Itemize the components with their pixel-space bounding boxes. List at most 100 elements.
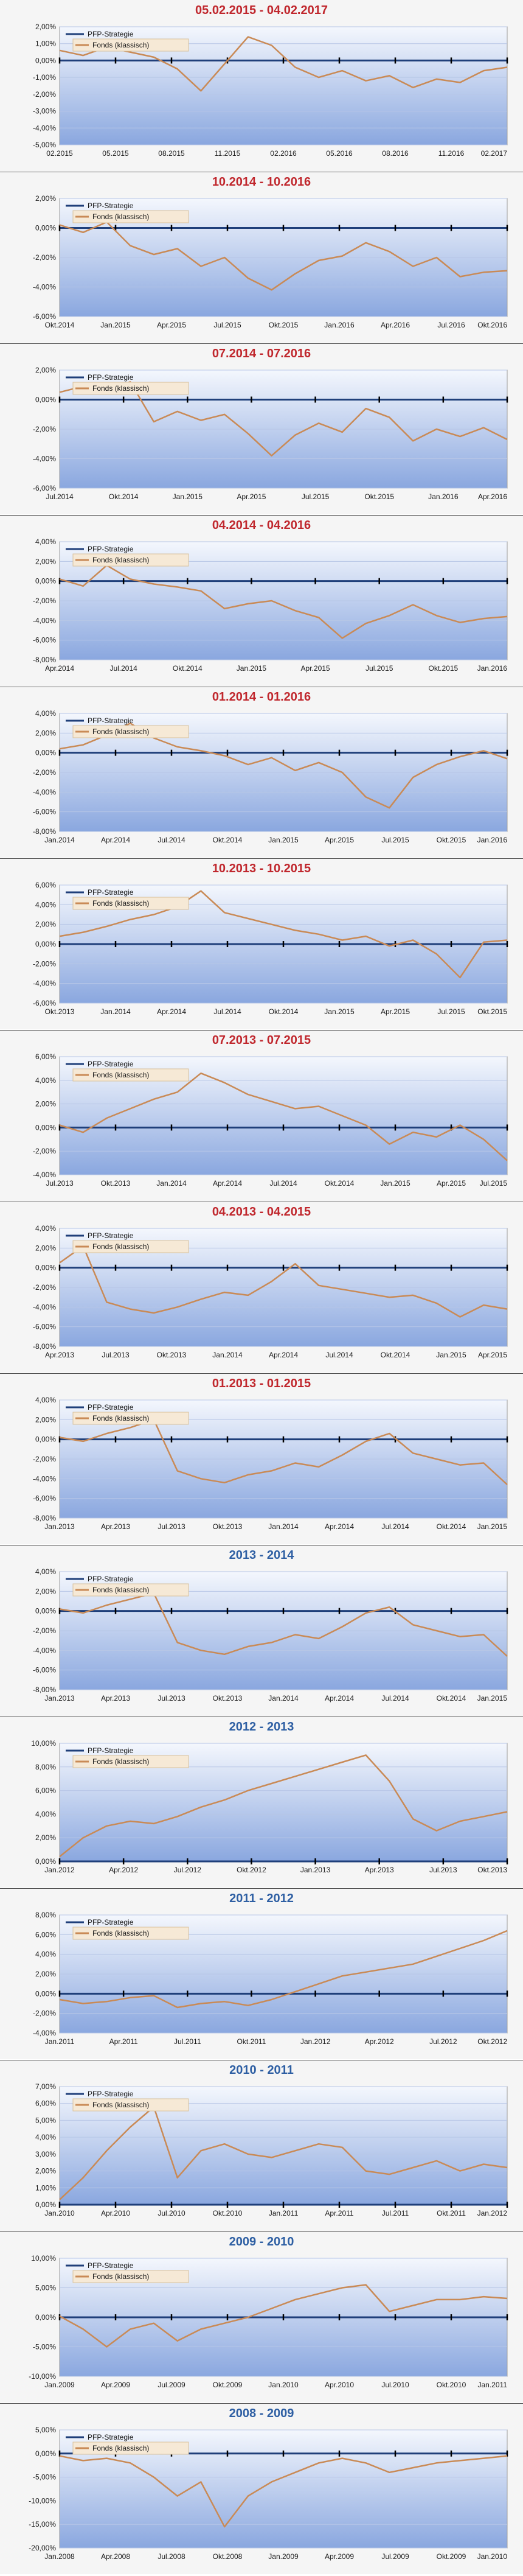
y-tick-label: 4,00% xyxy=(35,1076,56,1085)
x-tick-label: Jul.2015 xyxy=(480,1179,508,1188)
chart-title: 04.2013 - 04.2015 xyxy=(212,1205,311,1219)
legend-label-fund: Fonds (klassisch) xyxy=(92,1586,149,1594)
legend-box-fund xyxy=(72,1755,189,1768)
x-tick-label: Okt.2012 xyxy=(477,2037,507,2046)
x-tick-label: Okt.2014 xyxy=(173,664,203,673)
y-tick-label: -4,00% xyxy=(33,1646,56,1654)
y-tick-label: -2,00% xyxy=(33,2009,56,2018)
x-tick-label: 05.2015 xyxy=(102,149,129,158)
x-tick-label: Jul.2015 xyxy=(365,664,393,673)
x-tick-label: Jan.2011 xyxy=(478,2381,508,2389)
x-tick-label: Okt.2012 xyxy=(237,1866,266,1874)
legend-label-strategy: PFP-Strategie xyxy=(88,30,134,38)
series-line-fund xyxy=(59,1245,508,1318)
x-tick-label: Jan.2008 xyxy=(44,2552,75,2561)
x-tick-label: Apr.2015 xyxy=(381,1007,410,1016)
legend-label-strategy: PFP-Strategie xyxy=(88,1403,134,1412)
x-tick-label: Apr.2014 xyxy=(45,664,74,673)
x-tick-label: Jul.2013 xyxy=(46,1179,74,1188)
y-tick-label: 0,00% xyxy=(35,1607,56,1615)
y-tick-label: 4,00% xyxy=(35,2133,56,2141)
legend-label-strategy: PFP-Strategie xyxy=(88,1918,134,1927)
line-chart: 4,00%2,00%0,00%-2,00%-4,00%-6,00%-8,00%J… xyxy=(33,710,508,844)
chart-panel: 2012 - 2013 10,00% 8,00% 6,00% 4,00% 2,00% 0,0… xyxy=(0,1717,523,1888)
y-tick-label: -6,00% xyxy=(33,999,56,1007)
x-tick-label: Okt.2014 xyxy=(325,1179,355,1188)
chart-title: 01.2014 - 01.2016 xyxy=(212,690,311,704)
y-tick-label: 4,00% xyxy=(35,1396,56,1404)
y-tick-label: -4,00% xyxy=(33,283,56,292)
x-tick-label: Okt.2014 xyxy=(381,1351,410,1359)
x-tick-label: Jul.2015 xyxy=(437,1007,465,1016)
y-tick-label: -15,00% xyxy=(29,2520,56,2529)
chart-panel: 01.2014 - 01.2016 4,00% 2,00% 0,00% -2,00% -4… xyxy=(0,687,523,858)
x-tick-label: Okt.2014 xyxy=(213,836,243,844)
x-tick-label: Jul.2014 xyxy=(158,836,185,844)
chart-legend: PFP-Strategie Fonds (klassisch) xyxy=(66,373,189,395)
y-tick-label: -8,00% xyxy=(33,1342,56,1351)
legend-label-fund: Fonds (klassisch) xyxy=(92,212,149,221)
legend-label-fund: Fonds (klassisch) xyxy=(92,899,149,908)
x-tick-label: Apr.2009 xyxy=(325,2552,354,2561)
y-tick-label: -2,00% xyxy=(33,1455,56,1463)
x-tick-label: Jul.2013 xyxy=(102,1351,130,1359)
y-tick-label: -3,00% xyxy=(33,107,56,116)
line-chart: 4,00%2,00%0,00%-2,00%-4,00%-6,00%-8,00%A… xyxy=(33,1225,508,1359)
chart-legend: PFP-Strategie Fonds (klassisch) xyxy=(66,545,189,567)
chart-title: 2010 - 2011 xyxy=(229,2063,294,2077)
series-line-fund xyxy=(59,2106,508,2200)
y-tick-label: 4,00% xyxy=(35,538,56,546)
y-tick-label: -4,00% xyxy=(33,1474,56,1483)
chart-legend: PFP-Strategie Fonds (klassisch) xyxy=(66,716,189,738)
x-tick-label: Apr.2015 xyxy=(237,492,266,501)
x-tick-label: Okt.2011 xyxy=(237,2037,266,2046)
y-tick-label: 3,00% xyxy=(35,2150,56,2158)
line-chart: 7,00% 6,00% 5,00% 4,00% 3,00% 2,00% 1,00% 0,00%… xyxy=(35,2083,508,2217)
chart-panel: 07.2014 - 07.2016 2,00% 0,00% -2,00% -4,00% -… xyxy=(0,343,523,514)
x-tick-label: Jul.2015 xyxy=(302,492,330,501)
legend-label-fund: Fonds (klassisch) xyxy=(92,1757,149,1766)
legend-label-strategy: PFP-Strategie xyxy=(88,716,134,725)
y-tick-label: 4,00% xyxy=(35,1568,56,1576)
x-tick-label: Jan.2016 xyxy=(428,492,459,501)
legend-label-strategy: PFP-Strategie xyxy=(88,373,134,382)
x-tick-label: Jan.2009 xyxy=(44,2381,75,2389)
y-tick-label: -8,00% xyxy=(33,827,56,836)
y-tick-label: 6,00% xyxy=(35,1787,56,1795)
y-tick-label: 0,00% xyxy=(35,56,56,65)
x-tick-label: Apr.2013 xyxy=(101,1694,130,1703)
legend-box-fund xyxy=(72,2098,189,2112)
panel-divider xyxy=(0,1888,523,1889)
x-tick-label: Jul.2008 xyxy=(158,2552,185,2561)
x-tick-label: Jan.2016 xyxy=(324,321,355,329)
x-tick-label: 11.2016 xyxy=(438,149,465,158)
x-tick-label: Jul.2015 xyxy=(213,321,241,329)
chart-legend: PFP-Strategie Fonds (klassisch) xyxy=(66,1746,189,1768)
y-tick-label: 0,00% xyxy=(35,1435,56,1444)
legend-label-fund: Fonds (klassisch) xyxy=(92,1929,149,1937)
chart-legend: PFP-Strategie Fonds (klassisch) xyxy=(66,888,189,910)
x-tick-label: Okt.2013 xyxy=(101,1179,131,1188)
x-tick-label: Jan.2012 xyxy=(300,2037,331,2046)
line-chart: 4,00%2,00%0,00%-2,00%-4,00%-6,00%-8,00%A… xyxy=(33,538,508,673)
line-chart: 8,00%6,00%4,00%2,00%0,00%-2,00%-4,00%Jan… xyxy=(33,1911,508,2046)
x-tick-label: Apr.2016 xyxy=(478,492,507,501)
line-chart: 2,00% 0,00% -2,00% -4,00% -6,00%Okt.2014 Jan.… xyxy=(33,195,508,329)
line-chart: 4,00%2,00%0,00%-2,00%-4,00%-6,00%-8,00%J… xyxy=(33,1396,508,1531)
legend-label-strategy: PFP-Strategie xyxy=(88,1060,134,1068)
series-line-fund xyxy=(59,36,508,92)
y-tick-label: 5,00% xyxy=(35,2284,56,2292)
x-tick-label: Jul.2010 xyxy=(381,2381,409,2389)
chart-title: 07.2014 - 07.2016 xyxy=(212,347,311,360)
x-tick-label: Apr.2011 xyxy=(325,2209,353,2217)
x-tick-label: Jul.2014 xyxy=(325,1351,353,1359)
panel-divider xyxy=(0,2403,523,2404)
chart-panel: 04.2014 - 04.2016 4,00% 2,00% 0,00% -2,00% -4… xyxy=(0,515,523,686)
y-tick-label: 2,00% xyxy=(35,2167,56,2175)
x-tick-label: Apr.2016 xyxy=(381,321,410,329)
legend-label-fund: Fonds (klassisch) xyxy=(92,556,149,564)
x-tick-label: Okt.2015 xyxy=(364,492,394,501)
x-tick-label: Jan.2013 xyxy=(44,1694,75,1703)
y-tick-label: 10,00% xyxy=(31,1740,56,1748)
y-tick-label: 0,00% xyxy=(35,577,56,586)
